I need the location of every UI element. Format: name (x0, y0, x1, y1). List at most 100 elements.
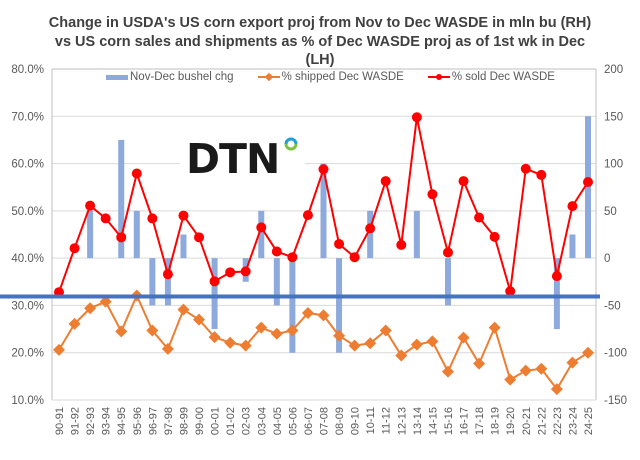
x-tick-label: 96-97 (147, 407, 159, 435)
legend-label: Nov-Dec bushel chg (130, 71, 234, 83)
y-left-tick-label: 40.0% (11, 253, 44, 265)
data-point-circle (178, 210, 189, 221)
legend-swatch-line (257, 72, 280, 82)
x-tick-label: 94-95 (116, 407, 128, 435)
data-point-diamond (582, 346, 594, 359)
data-point-diamond (193, 313, 206, 326)
data-point-circle (349, 252, 360, 263)
data-point-circle (536, 169, 547, 180)
y-left-tick-label: 60.0% (11, 159, 44, 171)
data-point-circle (209, 276, 220, 287)
x-tick-label: 24-25 (583, 407, 595, 435)
data-point-diamond (364, 337, 377, 350)
chart-title-line-3: (LH) (305, 52, 335, 68)
legend-swatch-line (427, 74, 450, 80)
x-tick-label: 97-98 (163, 407, 175, 435)
x-tick-label: 03-04 (256, 407, 268, 435)
data-point-diamond (550, 383, 563, 396)
data-point-circle (162, 269, 173, 280)
legend-item-bushel-chg: Nov-Dec bushel chg (106, 71, 234, 83)
y-right-tick-label: 200 (604, 64, 623, 76)
data-point-diamond (317, 309, 330, 322)
data-point-diamond (379, 324, 392, 337)
data-point-circle (583, 177, 593, 188)
data-point-circle (256, 222, 267, 233)
data-point-circle (240, 266, 251, 277)
x-tick-label: 13-14 (412, 407, 424, 435)
bar (444, 258, 451, 306)
data-point-circle (194, 232, 205, 243)
x-tick-label: 05-06 (287, 407, 299, 435)
x-tick-label: 91-92 (70, 407, 82, 435)
data-point-circle (225, 267, 236, 278)
y-right-tick-label: 150 (604, 111, 623, 123)
x-tick-label: 09-10 (350, 407, 362, 435)
data-point-circle (365, 223, 376, 234)
data-point-diamond (426, 335, 439, 348)
y-left-tick-label: 30.0% (11, 300, 44, 312)
data-point-diamond (270, 327, 283, 340)
bar (553, 258, 560, 330)
legend-label: % shipped Dec WASDE (281, 71, 404, 83)
data-point-circle (147, 213, 158, 224)
bar (87, 210, 94, 259)
x-tick-label: 16-17 (459, 407, 471, 435)
data-point-circle (442, 247, 453, 258)
data-point-diamond (519, 364, 532, 377)
bar (585, 116, 591, 259)
bar (273, 258, 280, 306)
bar (413, 210, 420, 259)
x-tick-label: 02-03 (241, 407, 253, 435)
legend-label: % sold Dec WASDE (451, 71, 555, 83)
y-right-tick-label: -100 (604, 348, 627, 360)
y-left-tick-label: 80.0% (11, 64, 44, 76)
logo-text: DTN (186, 135, 280, 183)
data-point-diamond (255, 321, 268, 334)
x-tick-label: 08-09 (334, 407, 346, 435)
data-point-circle (489, 231, 500, 242)
bar (258, 210, 265, 259)
data-point-diamond (566, 356, 579, 369)
circle-marker-icon (435, 74, 442, 80)
data-point-circle (271, 246, 282, 257)
y-right-tick-label: -50 (604, 300, 621, 312)
data-point-diamond (286, 324, 299, 337)
data-point-diamond (457, 331, 470, 344)
data-point-diamond (395, 349, 408, 362)
bar (367, 210, 374, 259)
data-point-circle (458, 176, 469, 187)
x-tick-label: 93-94 (101, 407, 113, 435)
data-point-circle (116, 232, 127, 243)
x-tick-label: 11-12 (381, 407, 393, 434)
bar (149, 258, 156, 306)
x-tick-label: 00-01 (210, 407, 222, 435)
x-tick-label: 95-96 (132, 407, 144, 435)
data-point-diamond (333, 329, 346, 342)
y-right-tick-label: 100 (604, 159, 623, 171)
data-point-circle (411, 112, 422, 123)
bar (118, 139, 125, 259)
x-tick-label: 18-19 (490, 407, 502, 435)
y-left-tick-label: 20.0% (11, 348, 44, 360)
data-point-circle (551, 271, 562, 282)
data-point-diamond (348, 339, 361, 352)
y-right-tick-label: 50 (604, 206, 617, 218)
diamond-marker-icon (264, 72, 273, 82)
data-point-circle (100, 213, 111, 224)
legend-item-shipped: % shipped Dec WASDE (257, 71, 404, 83)
data-point-circle (427, 189, 438, 200)
legend-item-sold: % sold Dec WASDE (427, 71, 555, 83)
data-point-diamond (99, 295, 112, 308)
data-point-diamond (115, 325, 128, 338)
x-tick-label: 17-18 (474, 407, 486, 435)
bar (336, 258, 343, 353)
data-point-diamond (504, 373, 517, 386)
data-point-diamond (177, 303, 190, 316)
x-tick-label: 22-23 (552, 407, 564, 435)
x-tick-label: 10-11 (365, 407, 377, 434)
x-tick-label: 06-07 (303, 407, 315, 435)
x-tick-label: 04-05 (272, 407, 284, 435)
data-point-circle (520, 163, 531, 174)
bar (180, 234, 187, 259)
